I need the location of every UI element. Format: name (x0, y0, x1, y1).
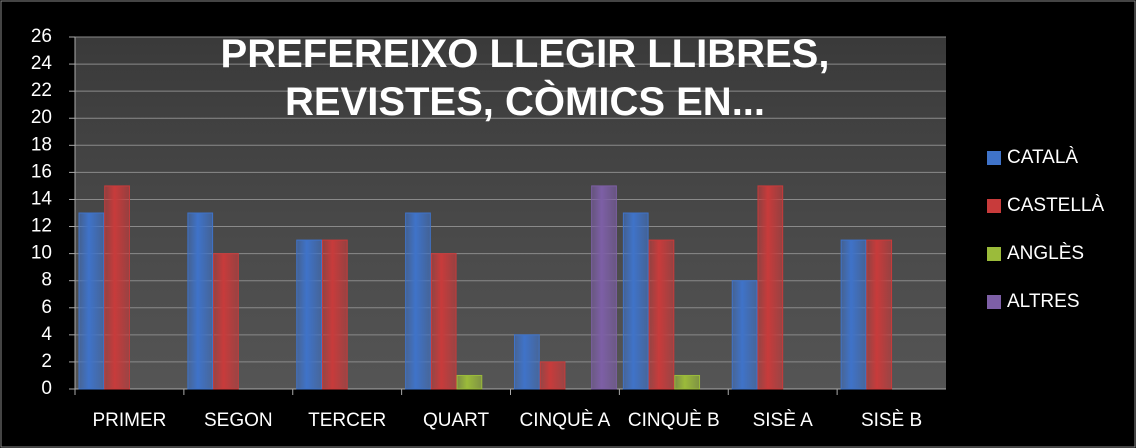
bar (321, 239, 348, 390)
x-tick-label: SISÈ B (861, 410, 922, 431)
y-tick-label: 24 (31, 53, 53, 74)
y-tick-label: 26 (31, 26, 52, 47)
x-tick-label: QUART (423, 410, 490, 431)
bar (456, 374, 483, 390)
legend-swatch (987, 151, 1001, 165)
y-tick-label: 0 (41, 378, 52, 399)
bar (296, 239, 322, 390)
bar (731, 280, 758, 390)
x-tick-label: PRIMER (92, 410, 166, 431)
bar (648, 239, 675, 390)
y-tick-label: 18 (31, 134, 52, 155)
legend-swatch (987, 295, 1001, 309)
x-tick-label: CINQUÈ B (628, 410, 720, 431)
bar (405, 212, 431, 390)
y-tick-label: 6 (41, 297, 52, 318)
bar (539, 361, 566, 390)
legend-label: ANGLÈS (1007, 243, 1084, 264)
legend-label: CATALÀ (1007, 147, 1078, 168)
x-tick-label: TERCER (308, 410, 386, 431)
bar (591, 185, 617, 390)
bar (674, 374, 701, 390)
bar (78, 212, 105, 390)
legend-label: ALTRES (1007, 291, 1080, 312)
chart-title: PREFEREIXO LLEGIR LLIBRES, REVISTES, CÒM… (220, 32, 830, 124)
bar (757, 185, 784, 390)
bar (514, 334, 540, 390)
y-tick-label: 2 (41, 351, 52, 372)
y-tick-label: 16 (31, 161, 52, 182)
bar (430, 253, 457, 390)
y-tick-label: 20 (31, 107, 52, 128)
y-tick-label: 10 (31, 243, 52, 264)
bar (104, 185, 130, 390)
bar (840, 239, 867, 390)
bar (213, 253, 239, 390)
y-tick-label: 14 (31, 188, 53, 209)
x-tick-label: CINQUÈ A (520, 410, 611, 431)
y-tick-label: 22 (31, 80, 52, 101)
x-tick-label: SISÈ A (753, 410, 814, 431)
bar (866, 239, 893, 390)
x-tick-label: SEGON (204, 410, 273, 431)
legend-swatch (987, 247, 1001, 261)
legend-swatch (987, 199, 1001, 213)
y-tick-label: 8 (41, 270, 52, 291)
y-tick-label: 12 (31, 216, 52, 237)
bar (187, 212, 214, 390)
legend-label: CASTELLÀ (1007, 195, 1104, 216)
bar (622, 212, 649, 390)
y-tick-label: 4 (41, 324, 52, 345)
